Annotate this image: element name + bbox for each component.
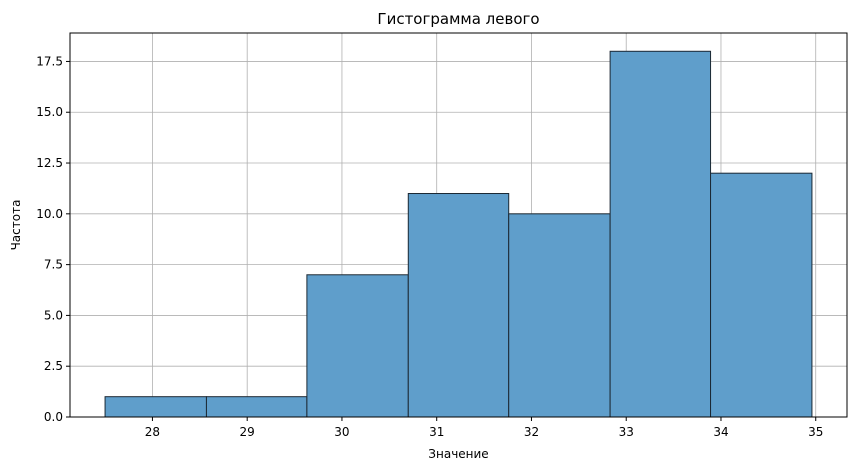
x-tick-label: 34 [713, 425, 728, 439]
y-tick-label: 2.5 [44, 359, 63, 373]
histogram-bar [205, 396, 308, 418]
x-axis-title: Значение [428, 447, 488, 461]
x-tick-label: 31 [429, 425, 444, 439]
histogram-bar [508, 213, 611, 418]
x-tick-label: 29 [240, 425, 255, 439]
plot-frame [69, 32, 848, 418]
x-axis-ticks: 28 29 30 31 32 33 34 35 [145, 417, 823, 439]
histogram-bar [407, 193, 510, 418]
histogram-bar [104, 396, 207, 418]
x-tick-label: 35 [808, 425, 823, 439]
chart-title: Гистограмма левого [377, 10, 539, 28]
x-tick-label: 30 [334, 425, 349, 439]
y-tick-label: 5.0 [44, 308, 63, 322]
y-tick-label: 17.5 [36, 54, 63, 68]
y-tick-label: 7.5 [44, 258, 63, 272]
histogram-bar [710, 172, 813, 418]
x-tick-label: 33 [619, 425, 634, 439]
y-tick-label: 10.0 [36, 207, 63, 221]
y-tick-label: 15.0 [36, 105, 63, 119]
x-tick-label: 32 [524, 425, 539, 439]
y-axis-title: Частота [9, 200, 23, 251]
bars [104, 50, 813, 418]
y-tick-label: 12.5 [36, 156, 63, 170]
y-axis-ticks: 0.0 2.5 5.0 7.5 10.0 12.5 15.0 17.5 [36, 54, 70, 424]
histogram-bar [306, 274, 409, 418]
y-tick-label: 0.0 [44, 410, 63, 424]
x-tick-label: 28 [145, 425, 160, 439]
histogram-bar [609, 50, 712, 418]
